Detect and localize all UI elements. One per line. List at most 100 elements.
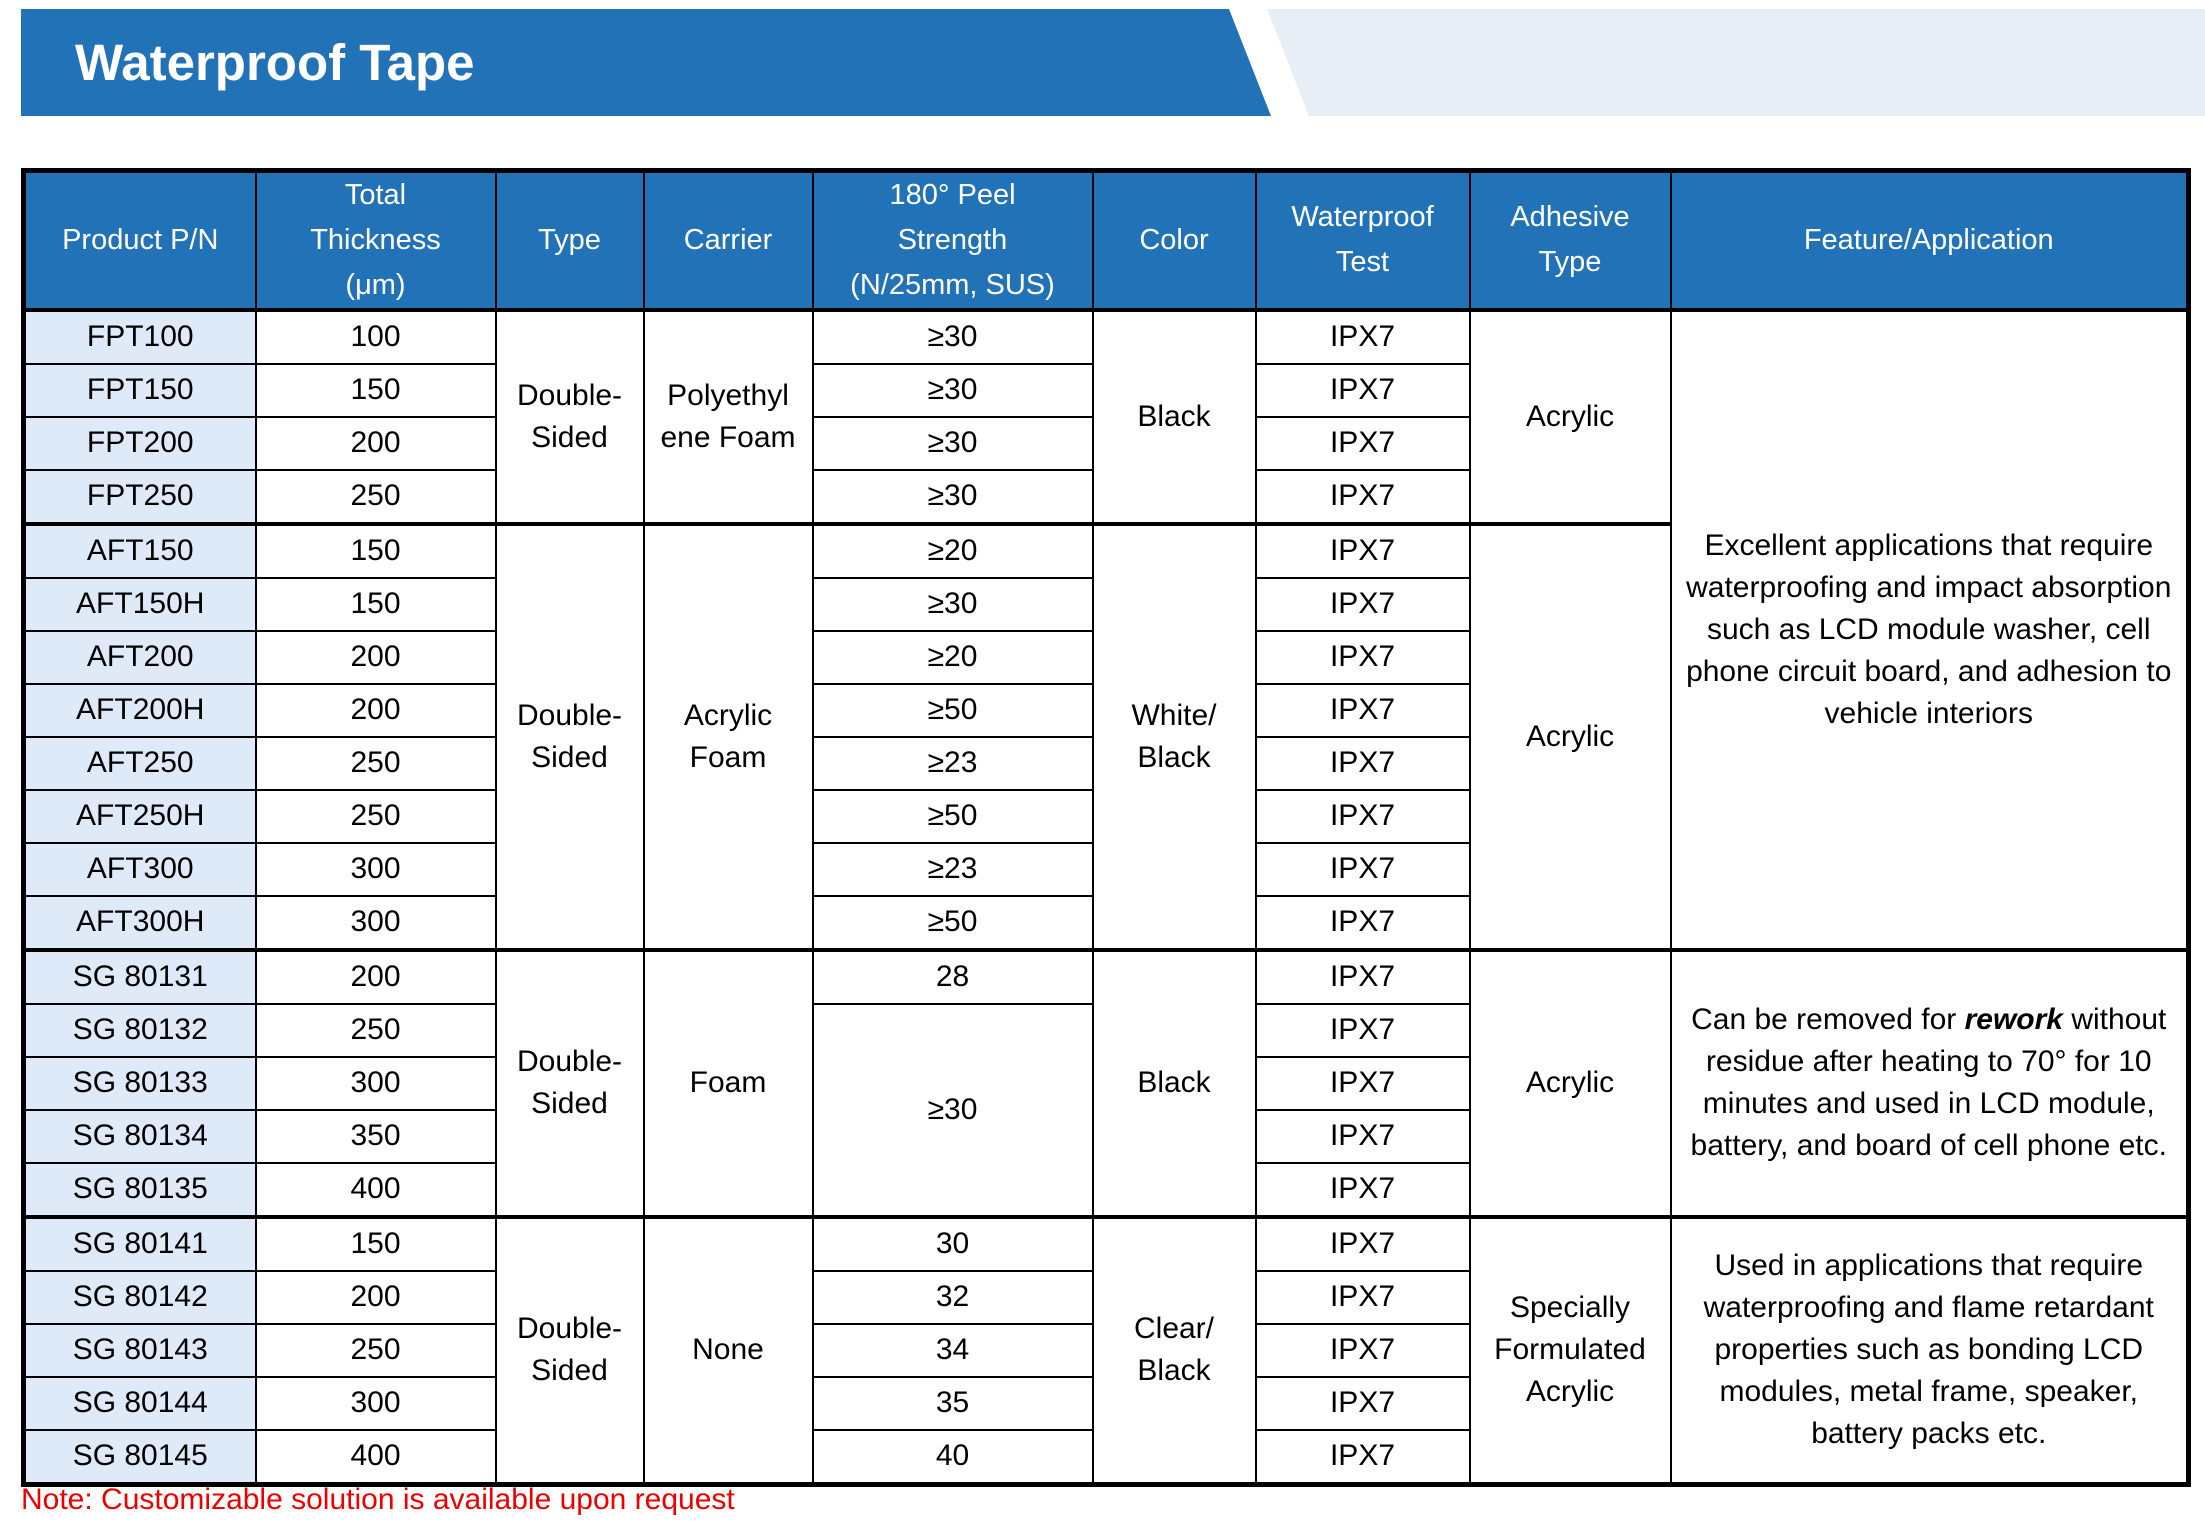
table-row: FPT100 100 Double-Sided Polyethyl ene Foa… xyxy=(22,307,2190,951)
cell-waterproof-test: IPX7 xyxy=(1254,1322,1471,1378)
cell-thickness: 400 xyxy=(254,1428,497,1486)
cell-product-pn: SG 80134 xyxy=(22,1108,257,1164)
cell-color: White/Black xyxy=(1091,521,1257,951)
cell-thickness: 150 xyxy=(254,576,497,632)
cell-thickness: 200 xyxy=(254,415,497,471)
banner-blue-shape: Waterproof Tape xyxy=(21,9,1271,116)
cell-waterproof-test: IPX7 xyxy=(1254,841,1471,897)
cell-waterproof-test: IPX7 xyxy=(1254,682,1471,738)
cell-product-pn: SG 80144 xyxy=(22,1375,257,1431)
cell-product-pn: FPT150 xyxy=(22,362,257,418)
cell-color: Black xyxy=(1091,947,1257,1218)
cell-carrier: Foam xyxy=(642,947,814,1218)
feature-text-emphasis: rework xyxy=(1964,1003,2063,1037)
title-banner: Waterproof Tape xyxy=(21,9,2205,116)
cell-thickness: 250 xyxy=(254,1322,497,1378)
cell-product-pn: SG 80135 xyxy=(22,1161,257,1218)
cell-thickness: 250 xyxy=(254,735,497,791)
cell-product-pn: AFT300 xyxy=(22,841,257,897)
cell-thickness: 250 xyxy=(254,788,497,844)
table-row: SG 80133 300 IPX7 xyxy=(22,1055,2189,1111)
cell-thickness: 200 xyxy=(254,629,497,685)
cell-waterproof-test: IPX7 xyxy=(1254,735,1471,791)
cell-product-pn: AFT200 xyxy=(22,629,257,685)
cell-type: Double-Sided xyxy=(494,1214,645,1486)
cell-waterproof-test: IPX7 xyxy=(1254,894,1471,951)
cell-product-pn: SG 80142 xyxy=(22,1269,257,1325)
cell-thickness: 250 xyxy=(254,1002,497,1058)
table-row: AFT250 250 ≥23 IPX7 xyxy=(22,735,2189,791)
cell-peel-strength: 40 xyxy=(811,1428,1094,1486)
cell-peel-strength: ≥50 xyxy=(811,788,1094,844)
cell-waterproof-test: IPX7 xyxy=(1254,1055,1471,1111)
cell-peel-strength: ≥20 xyxy=(811,629,1094,685)
col-header-carrier: Carrier xyxy=(642,169,814,312)
cell-product-pn: AFT300H xyxy=(22,894,257,951)
col-header-type: Type xyxy=(494,169,645,312)
cell-thickness: 150 xyxy=(254,521,497,579)
cell-thickness: 400 xyxy=(254,1161,497,1218)
cell-peel-strength: 30 xyxy=(811,1214,1094,1272)
cell-product-pn: SG 80141 xyxy=(22,1214,257,1272)
cell-peel-strength-merged: ≥30 xyxy=(811,1002,1094,1218)
footnote: Note: Customizable solution is available… xyxy=(21,1483,735,1516)
cell-product-pn: AFT150H xyxy=(22,576,257,632)
cell-product-pn: AFT200H xyxy=(22,682,257,738)
cell-feature-groups-1-2: Excellent applications that require wate… xyxy=(1669,307,2190,951)
table-row: SG 80144 300 35 IPX7 xyxy=(22,1375,2189,1431)
cell-product-pn: AFT250H xyxy=(22,788,257,844)
col-header-peel-strength: 180° Peel Strength (N/25mm, SUS) xyxy=(811,169,1094,312)
cell-waterproof-test: IPX7 xyxy=(1254,362,1471,418)
col-header-feature-application: Feature/Application xyxy=(1669,169,2190,312)
cell-adhesive-type: Acrylic xyxy=(1468,947,1672,1218)
cell-color: Clear/Black xyxy=(1091,1214,1257,1486)
cell-thickness: 100 xyxy=(254,307,497,365)
cell-peel-strength: ≥23 xyxy=(811,735,1094,791)
cell-thickness: 300 xyxy=(254,1375,497,1431)
cell-thickness: 250 xyxy=(254,468,497,525)
cell-waterproof-test: IPX7 xyxy=(1254,576,1471,632)
cell-peel-strength: ≥30 xyxy=(811,307,1094,365)
cell-waterproof-test: IPX7 xyxy=(1254,307,1471,365)
cell-waterproof-test: IPX7 xyxy=(1254,468,1471,525)
table-row: SG 80131 200 Double-Sided Foam 28 Black … xyxy=(22,947,2190,1218)
cell-peel-strength: ≥30 xyxy=(811,362,1094,418)
waterproof-tape-spec-table: Product P/N Total Thickness (μm) Type Carr… xyxy=(21,168,2191,1487)
table-row: AFT300 300 ≥23 IPX7 xyxy=(22,841,2189,897)
cell-peel-strength: 35 xyxy=(811,1375,1094,1431)
cell-type: Double-Sided xyxy=(494,521,645,951)
cell-color: Black xyxy=(1091,307,1257,525)
table-row: AFT200H 200 ≥50 IPX7 xyxy=(22,682,2189,738)
col-header-color: Color xyxy=(1091,169,1257,312)
cell-waterproof-test: IPX7 xyxy=(1254,1375,1471,1431)
cell-adhesive-type: Acrylic xyxy=(1468,307,1672,525)
cell-product-pn: FPT250 xyxy=(22,468,257,525)
cell-product-pn: AFT250 xyxy=(22,735,257,791)
page-title: Waterproof Tape xyxy=(75,34,475,91)
table-row: SG 80145 400 40 IPX7 xyxy=(22,1428,2189,1486)
cell-product-pn: SG 80145 xyxy=(22,1428,257,1486)
table-row: SG 80132 250 ≥30 IPX7 xyxy=(22,1002,2189,1218)
cell-waterproof-test: IPX7 xyxy=(1254,1161,1471,1218)
feature-text-rest: without residue after heating to 70° for… xyxy=(1690,1003,2167,1163)
cell-thickness: 300 xyxy=(254,841,497,897)
cell-waterproof-test: IPX7 xyxy=(1254,1428,1471,1486)
table-row: SG 80141 150 Double-Sided None 30 Clear/… xyxy=(22,1214,2190,1486)
cell-thickness: 200 xyxy=(254,682,497,738)
cell-waterproof-test: IPX7 xyxy=(1254,521,1471,579)
cell-peel-strength: ≥50 xyxy=(811,682,1094,738)
table-row: SG 80135 400 IPX7 xyxy=(22,1161,2189,1218)
cell-product-pn: FPT200 xyxy=(22,415,257,471)
cell-carrier: Acrylic Foam xyxy=(642,521,814,951)
col-header-adhesive-type: Adhesive Type xyxy=(1468,169,1672,312)
cell-product-pn: SG 80133 xyxy=(22,1055,257,1111)
cell-peel-strength: ≥23 xyxy=(811,841,1094,897)
cell-carrier: Polyethyl ene Foam xyxy=(642,307,814,525)
cell-waterproof-test: IPX7 xyxy=(1254,629,1471,685)
cell-peel-strength: 32 xyxy=(811,1269,1094,1325)
cell-waterproof-test: IPX7 xyxy=(1254,788,1471,844)
table-row: AFT200 200 ≥20 IPX7 xyxy=(22,629,2189,685)
col-header-total-thickness: Total Thickness (μm) xyxy=(254,169,497,312)
cell-feature-group-4: Used in applications that require waterp… xyxy=(1669,1214,2190,1486)
cell-thickness: 200 xyxy=(254,1269,497,1325)
